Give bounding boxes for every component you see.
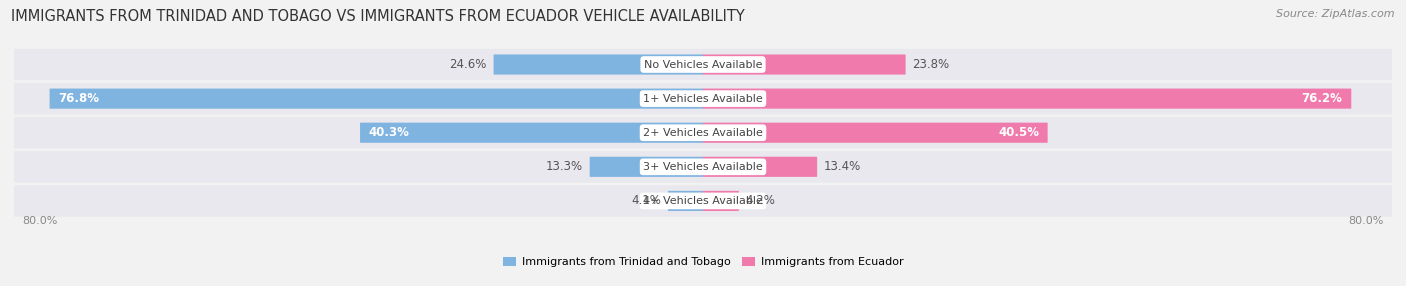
Text: 4.2%: 4.2% bbox=[745, 194, 775, 207]
FancyBboxPatch shape bbox=[14, 83, 1392, 114]
Text: 13.4%: 13.4% bbox=[824, 160, 860, 173]
Text: 23.8%: 23.8% bbox=[912, 58, 949, 71]
Text: 80.0%: 80.0% bbox=[1348, 217, 1384, 227]
Text: 40.3%: 40.3% bbox=[368, 126, 409, 139]
FancyBboxPatch shape bbox=[703, 89, 1351, 109]
FancyBboxPatch shape bbox=[494, 54, 703, 75]
Text: Source: ZipAtlas.com: Source: ZipAtlas.com bbox=[1277, 9, 1395, 19]
FancyBboxPatch shape bbox=[703, 157, 817, 177]
FancyBboxPatch shape bbox=[703, 54, 905, 75]
Text: 40.5%: 40.5% bbox=[998, 126, 1039, 139]
Text: 13.3%: 13.3% bbox=[546, 160, 583, 173]
Legend: Immigrants from Trinidad and Tobago, Immigrants from Ecuador: Immigrants from Trinidad and Tobago, Imm… bbox=[503, 257, 903, 267]
FancyBboxPatch shape bbox=[703, 191, 740, 211]
FancyBboxPatch shape bbox=[14, 49, 1392, 80]
Text: 76.2%: 76.2% bbox=[1302, 92, 1343, 105]
FancyBboxPatch shape bbox=[14, 117, 1392, 148]
Text: 3+ Vehicles Available: 3+ Vehicles Available bbox=[643, 162, 763, 172]
Text: 2+ Vehicles Available: 2+ Vehicles Available bbox=[643, 128, 763, 138]
Text: IMMIGRANTS FROM TRINIDAD AND TOBAGO VS IMMIGRANTS FROM ECUADOR VEHICLE AVAILABIL: IMMIGRANTS FROM TRINIDAD AND TOBAGO VS I… bbox=[11, 9, 745, 23]
FancyBboxPatch shape bbox=[14, 185, 1392, 217]
FancyBboxPatch shape bbox=[703, 123, 1047, 143]
FancyBboxPatch shape bbox=[49, 89, 703, 109]
FancyBboxPatch shape bbox=[360, 123, 703, 143]
Text: 1+ Vehicles Available: 1+ Vehicles Available bbox=[643, 94, 763, 104]
FancyBboxPatch shape bbox=[14, 151, 1392, 182]
FancyBboxPatch shape bbox=[589, 157, 703, 177]
Text: 4.1%: 4.1% bbox=[631, 194, 661, 207]
Text: 4+ Vehicles Available: 4+ Vehicles Available bbox=[643, 196, 763, 206]
Text: No Vehicles Available: No Vehicles Available bbox=[644, 59, 762, 69]
Text: 24.6%: 24.6% bbox=[450, 58, 486, 71]
Text: 80.0%: 80.0% bbox=[22, 217, 58, 227]
FancyBboxPatch shape bbox=[668, 191, 703, 211]
Text: 76.8%: 76.8% bbox=[58, 92, 100, 105]
